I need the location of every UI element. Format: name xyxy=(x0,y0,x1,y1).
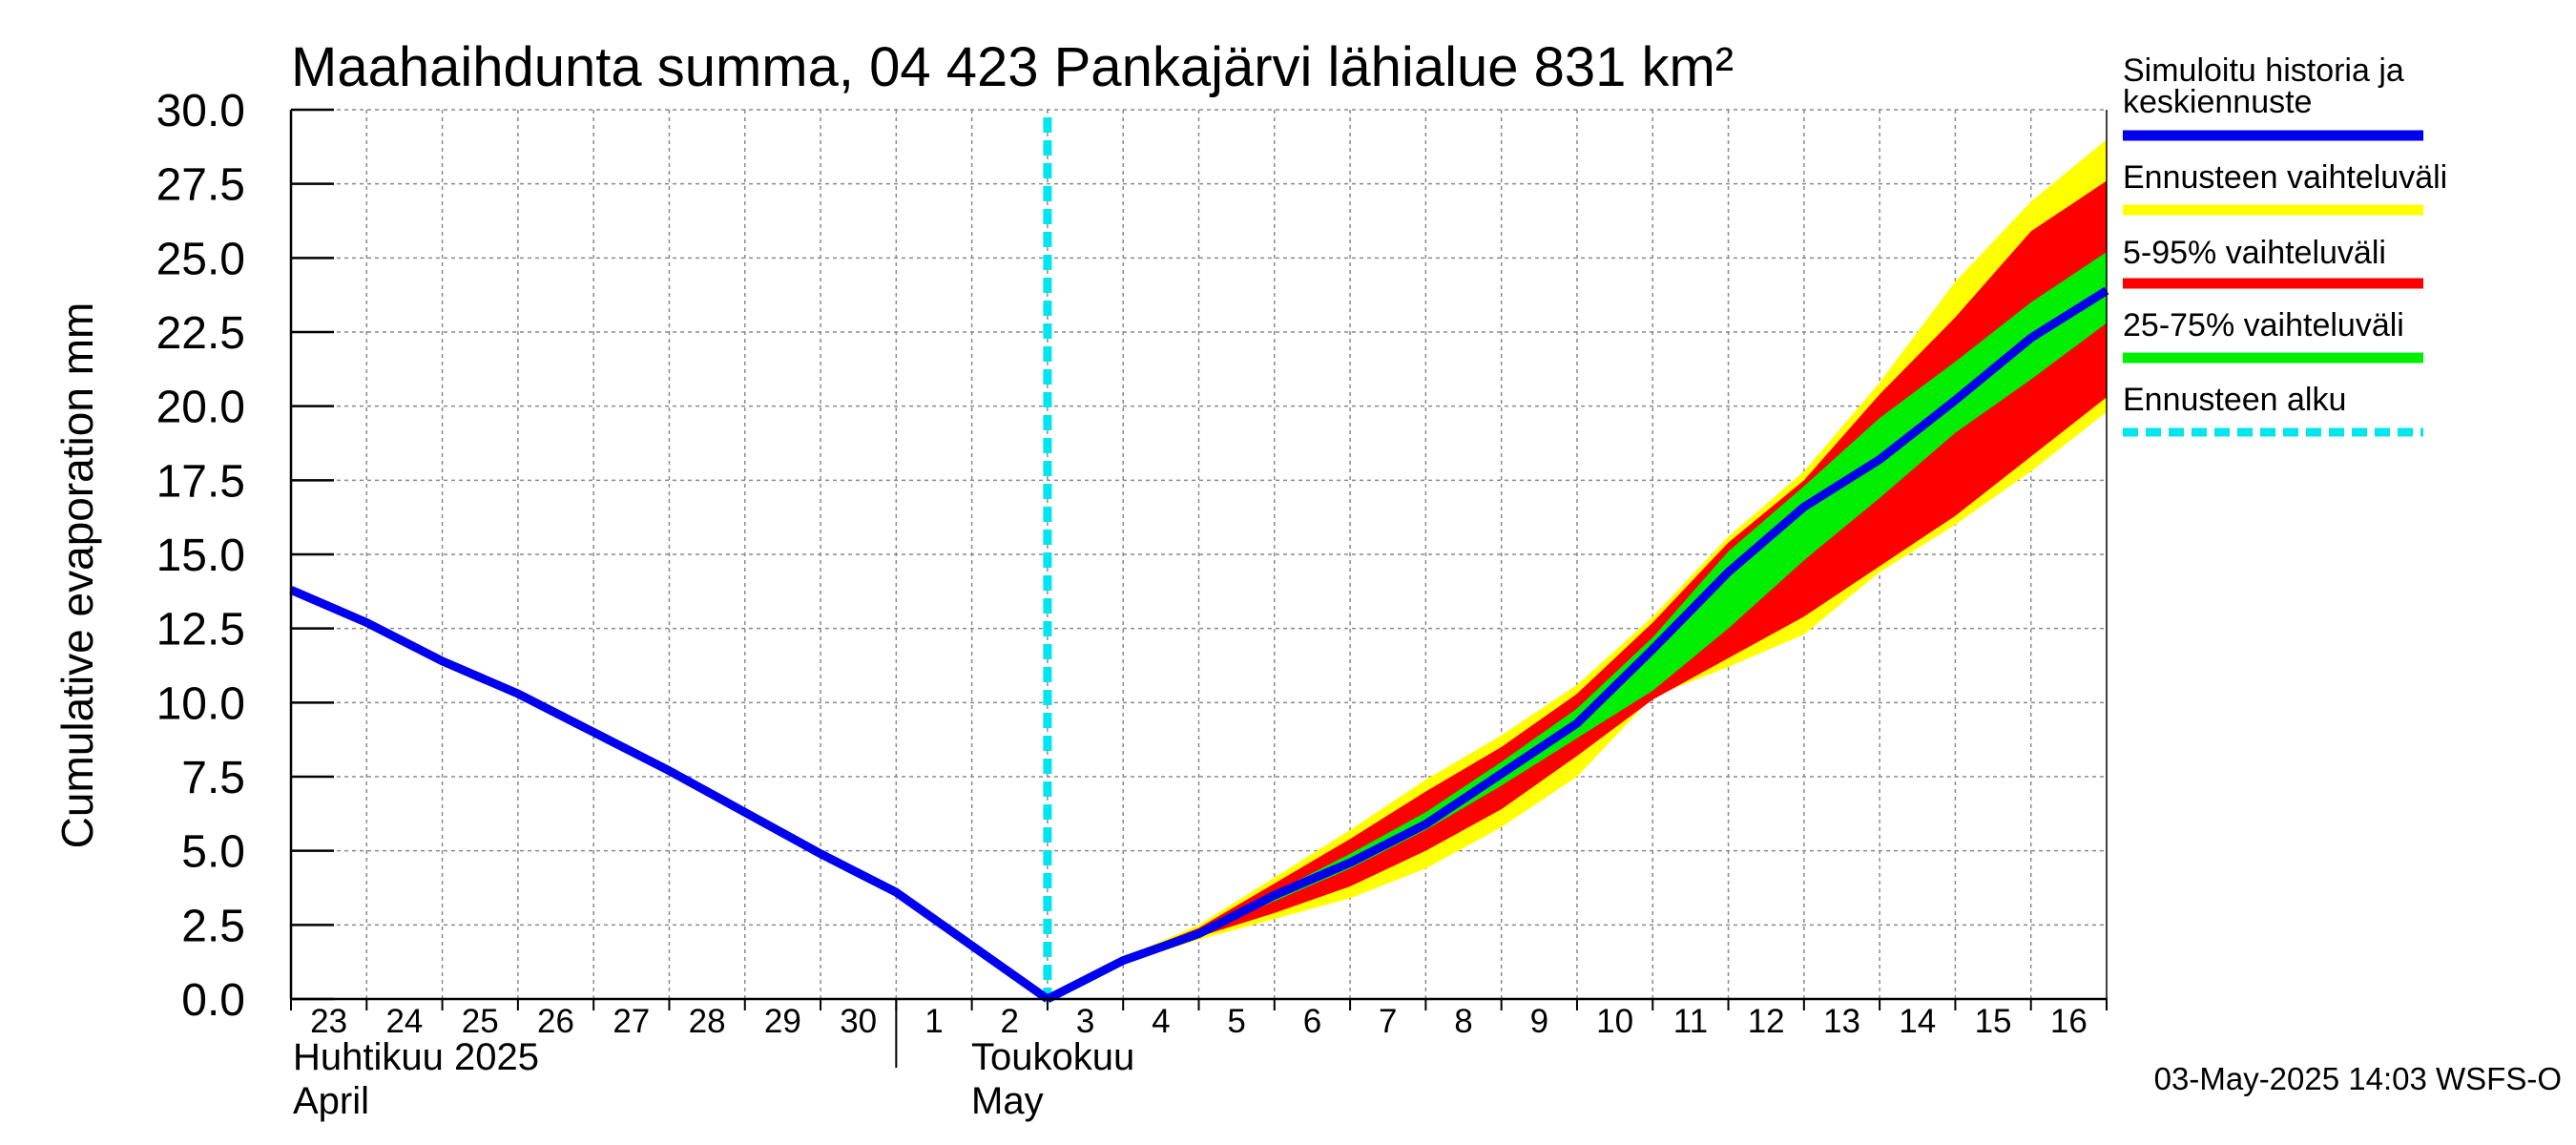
y-tick-label: 27.5 xyxy=(156,160,245,211)
x-tick-label: 3 xyxy=(1076,1003,1094,1040)
x-tick-label: 29 xyxy=(764,1003,801,1040)
legend: Simuloitu historia ja keskiennuste Ennus… xyxy=(2123,52,2447,437)
legend-history-label-1: Simuloitu historia ja xyxy=(2123,52,2404,89)
x-tick-label: 11 xyxy=(1673,1003,1708,1040)
series-lines xyxy=(289,117,2109,1004)
y-tick-label: 7.5 xyxy=(181,753,245,803)
y-tick-label: 10.0 xyxy=(156,678,245,729)
x-tick-label: 26 xyxy=(537,1003,574,1040)
history-line xyxy=(289,586,1050,1003)
legend-range-5-95-label: 5-95% vaihteluväli xyxy=(2123,235,2386,271)
band-2 xyxy=(1047,252,2107,999)
legend-range-25-75-label: 25-75% vaihteluväli xyxy=(2123,307,2404,344)
legend-forecast-start-label: Ennusteen alku xyxy=(2123,382,2346,418)
month-label-may-en: May xyxy=(971,1080,1044,1122)
x-tick-label: 1 xyxy=(924,1003,943,1040)
y-tick-label: 15.0 xyxy=(156,531,245,581)
month-label-april-fi: Huhtikuu 2025 xyxy=(293,1036,539,1078)
chart-title: Maahaihdunta summa, 04 423 Pankajärvi lä… xyxy=(291,36,1734,98)
month-labels: Huhtikuu 2025 April Toukokuu May xyxy=(293,1036,1134,1122)
x-tick-label: 28 xyxy=(689,1003,726,1040)
timestamp: 03-May-2025 14:03 WSFS-O xyxy=(2154,1061,2562,1096)
x-tick-label: 10 xyxy=(1596,1003,1633,1040)
x-tick-label: 25 xyxy=(462,1003,499,1040)
x-tick-label: 15 xyxy=(1975,1003,2012,1040)
y-tick-label: 20.0 xyxy=(156,383,245,433)
x-tick-label: 30 xyxy=(840,1003,877,1040)
y-tick-label: 5.0 xyxy=(181,827,245,878)
x-tick-label: 14 xyxy=(1899,1003,1936,1040)
x-tick-label: 12 xyxy=(1748,1003,1785,1040)
x-tick-label: 23 xyxy=(310,1003,347,1040)
month-label-may-fi: Toukokuu xyxy=(971,1036,1134,1078)
y-tick-label: 30.0 xyxy=(156,86,245,136)
x-tick-label: 6 xyxy=(1303,1003,1321,1040)
legend-range-all-label: Ennusteen vaihteluväli xyxy=(2123,159,2447,196)
y-tick-label: 2.5 xyxy=(181,901,245,951)
x-tick-label: 9 xyxy=(1530,1003,1548,1040)
median-forecast-line xyxy=(1045,286,2109,1004)
y-tick-label: 25.0 xyxy=(156,234,245,284)
x-tick-label: 13 xyxy=(1823,1003,1860,1040)
y-axis-ticks: 0.0 2.5 5.0 7.5 10.0 12.5 15.0 17.5 20.0 22.5 25.0… xyxy=(156,86,334,1026)
x-tick-label: 16 xyxy=(2050,1003,2088,1040)
x-tick-label: 5 xyxy=(1227,1003,1245,1040)
y-tick-label: 12.5 xyxy=(156,605,245,656)
forecast-bands xyxy=(1047,139,2107,1000)
x-tick-label: 7 xyxy=(1379,1003,1397,1040)
y-tick-label: 0.0 xyxy=(181,975,245,1026)
legend-history-label-2: keskiennuste xyxy=(2123,84,2312,120)
x-tick-label: 27 xyxy=(613,1003,650,1040)
month-label-april-en: April xyxy=(293,1080,369,1122)
x-axis-ticks: 23 24 25 26 27 28 29 30 1 2 3 4 5 6 7 8 9 10 11 12 13 14 15 16 xyxy=(290,999,2108,1068)
y-tick-label: 17.5 xyxy=(156,456,245,507)
y-axis-label: Cumulative evaporation mm xyxy=(52,302,102,849)
x-tick-label: 24 xyxy=(385,1003,423,1040)
y-tick-label: 22.5 xyxy=(156,308,245,359)
x-tick-label: 4 xyxy=(1152,1003,1170,1040)
x-tick-label: 8 xyxy=(1454,1003,1472,1040)
x-tick-label: 2 xyxy=(1001,1003,1019,1040)
